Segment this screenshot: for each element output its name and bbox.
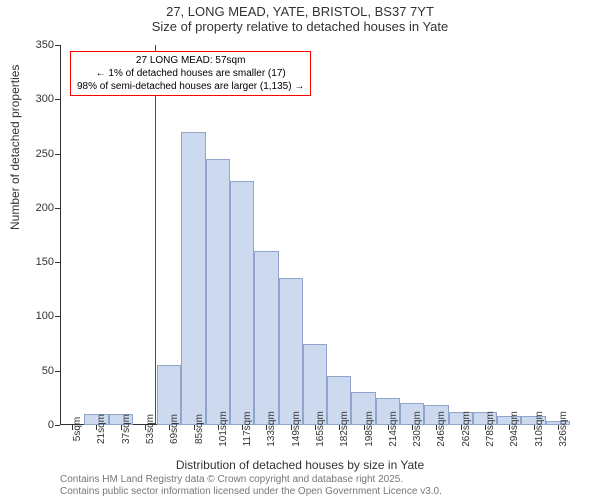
x-tick-label: 198sqm	[364, 411, 375, 447]
marker-line	[155, 45, 156, 425]
callout-line: ← 1% of detached houses are smaller (17)	[77, 67, 304, 80]
histogram-bar	[206, 159, 230, 425]
y-tick-label: 300	[36, 93, 54, 105]
x-tick-label: 246sqm	[436, 411, 447, 447]
histogram-bar	[254, 251, 278, 425]
x-tick-label: 182sqm	[339, 411, 350, 447]
x-tick-label: 278sqm	[485, 411, 496, 447]
x-tick-label: 262sqm	[461, 411, 472, 447]
y-tick-mark	[55, 154, 60, 155]
y-tick-mark	[55, 208, 60, 209]
x-tick-label: 85sqm	[194, 414, 205, 444]
y-tick-label: 0	[48, 419, 54, 431]
histogram-bar	[181, 132, 205, 425]
y-tick-label: 200	[36, 202, 54, 214]
histogram-bar	[279, 278, 303, 425]
footer-line-2: Contains public sector information licen…	[60, 486, 442, 498]
x-tick-label: 69sqm	[169, 414, 180, 444]
y-tick-mark	[55, 371, 60, 372]
x-tick-label: 5sqm	[72, 417, 83, 441]
y-tick-mark	[55, 425, 60, 426]
x-tick-label: 230sqm	[412, 411, 423, 447]
y-tick-label: 50	[42, 365, 54, 377]
x-tick-label: 326sqm	[558, 411, 569, 447]
title-line-1: 27, LONG MEAD, YATE, BRISTOL, BS37 7YT	[0, 4, 600, 19]
x-tick-label: 310sqm	[534, 411, 545, 447]
x-axis-label: Distribution of detached houses by size …	[0, 458, 600, 472]
footer: Contains HM Land Registry data © Crown c…	[60, 474, 442, 498]
y-tick-mark	[55, 45, 60, 46]
title-block: 27, LONG MEAD, YATE, BRISTOL, BS37 7YT S…	[0, 0, 600, 34]
y-tick-label: 100	[36, 310, 54, 322]
y-tick-mark	[55, 99, 60, 100]
y-axis-label: Number of detached properties	[8, 65, 22, 230]
footer-line-1: Contains HM Land Registry data © Crown c…	[60, 474, 442, 486]
x-tick-label: 133sqm	[266, 411, 277, 447]
plot-area: 0501001502002503003505sqm21sqm37sqm53sqm…	[60, 45, 570, 425]
y-tick-mark	[55, 262, 60, 263]
x-tick-label: 294sqm	[509, 411, 520, 447]
callout-line: 98% of semi-detached houses are larger (…	[77, 80, 304, 93]
x-tick-label: 149sqm	[291, 411, 302, 447]
histogram-bar	[230, 181, 254, 425]
x-tick-label: 214sqm	[388, 411, 399, 447]
x-tick-label: 117sqm	[242, 412, 253, 447]
x-tick-label: 37sqm	[121, 414, 132, 444]
x-tick-label: 21sqm	[96, 414, 107, 444]
x-tick-label: 165sqm	[315, 411, 326, 447]
y-tick-label: 350	[36, 39, 54, 51]
axis-left	[60, 45, 61, 425]
callout-box: 27 LONG MEAD: 57sqm← 1% of detached hous…	[70, 51, 311, 96]
y-tick-mark	[55, 316, 60, 317]
callout-line: 27 LONG MEAD: 57sqm	[77, 54, 304, 67]
y-tick-label: 150	[36, 256, 54, 268]
title-line-2: Size of property relative to detached ho…	[0, 19, 600, 34]
y-tick-label: 250	[36, 148, 54, 160]
chart-container: 27, LONG MEAD, YATE, BRISTOL, BS37 7YT S…	[0, 0, 600, 500]
x-tick-label: 101sqm	[218, 411, 229, 447]
